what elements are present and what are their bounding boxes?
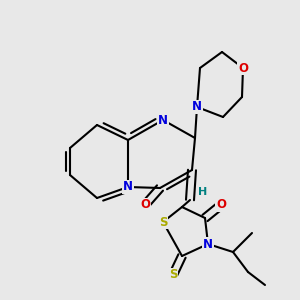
Text: H: H — [198, 187, 208, 197]
Text: N: N — [192, 100, 202, 113]
Text: N: N — [158, 113, 168, 127]
Text: N: N — [123, 181, 133, 194]
Text: S: S — [159, 215, 167, 229]
Text: S: S — [169, 268, 177, 281]
Text: O: O — [216, 199, 226, 212]
Text: O: O — [140, 199, 150, 212]
Text: N: N — [203, 238, 213, 250]
Text: O: O — [238, 61, 248, 74]
